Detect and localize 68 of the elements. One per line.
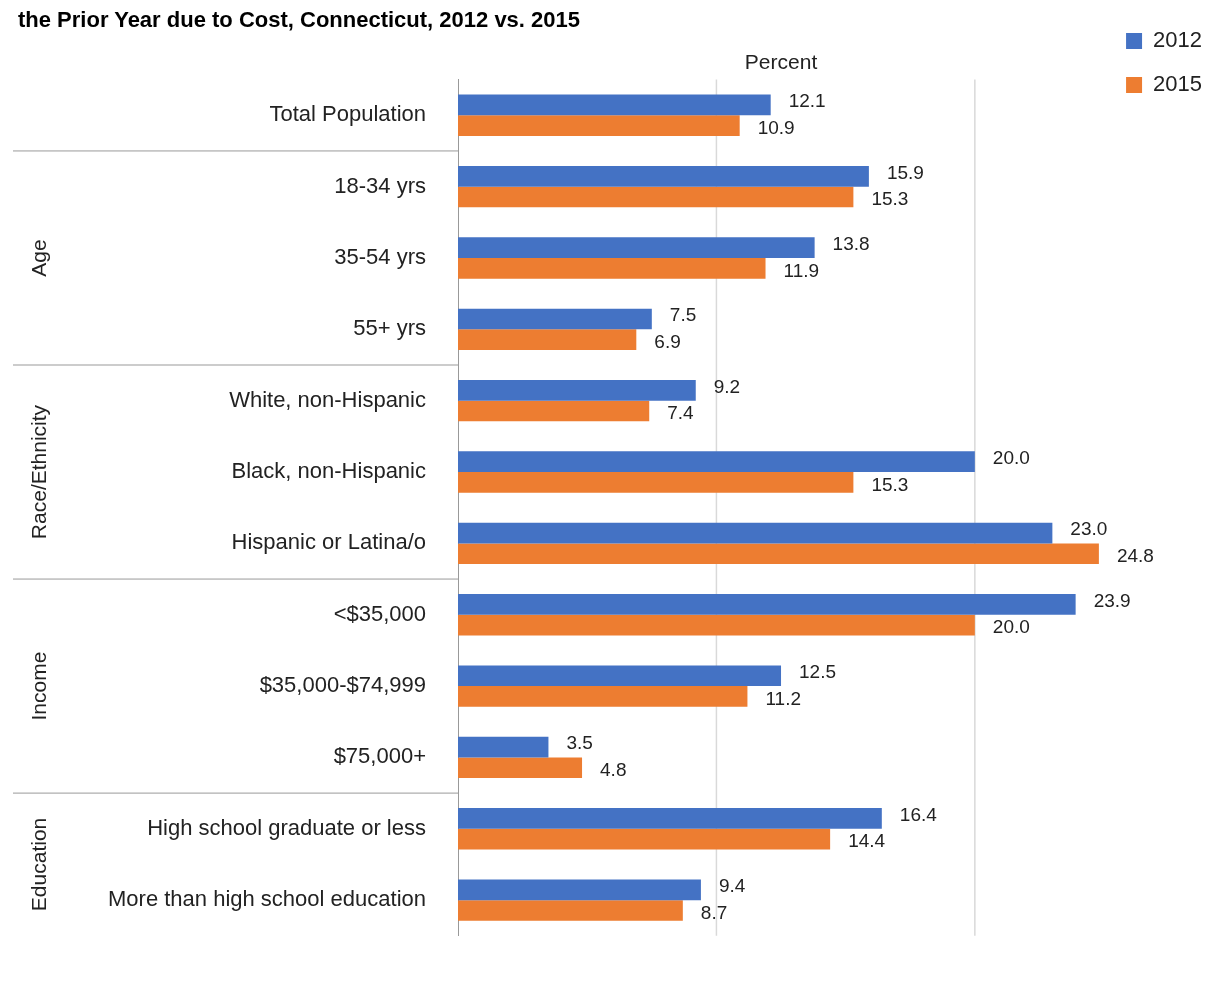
- bar: [458, 808, 882, 829]
- data-label: 24.8: [1116, 544, 1154, 566]
- data-label: 15.3: [871, 188, 909, 210]
- bar: [458, 686, 748, 707]
- text: Education: [26, 817, 50, 912]
- bar: [458, 736, 549, 758]
- data-label: 6.9: [654, 330, 681, 352]
- bar: [458, 900, 683, 921]
- bar: [458, 879, 701, 901]
- data-label: 14.4: [848, 830, 886, 852]
- bar: [458, 665, 782, 687]
- data-label: 23.9: [1093, 589, 1131, 611]
- bar: [458, 543, 1099, 565]
- bar: [458, 757, 583, 779]
- data-label: 7.4: [667, 402, 695, 424]
- data-label: 20.0: [992, 446, 1030, 468]
- bar: [458, 329, 637, 351]
- data-label: 3.5: [566, 732, 593, 754]
- text: Income: [26, 651, 50, 721]
- data-label: 8.7: [700, 901, 728, 923]
- legend-label: 2012: [1153, 27, 1203, 53]
- y-tick-label: $35,000-$74,999: [259, 672, 426, 698]
- data-label: 10.9: [757, 116, 795, 138]
- data-label: 9.4: [718, 875, 746, 897]
- y-tick-label: More than high school education: [108, 886, 426, 912]
- data-label: 11.9: [783, 259, 820, 281]
- data-label: 12.1: [788, 90, 826, 112]
- bar: [458, 115, 740, 136]
- bar: [458, 472, 854, 493]
- bar: [458, 237, 815, 258]
- bar: [458, 94, 771, 116]
- y-tick-label: Black, non-Hispanic: [231, 458, 426, 484]
- bar: [458, 828, 831, 850]
- text: Age: [26, 239, 50, 277]
- bar: [458, 614, 975, 636]
- bar: [458, 379, 696, 401]
- y-tick-label: $75,000+: [333, 743, 426, 769]
- bar: [458, 257, 766, 279]
- legend-label: 2015: [1153, 71, 1203, 97]
- data-label: 20.0: [992, 616, 1030, 638]
- data-label: 13.8: [832, 232, 870, 254]
- y-tick-label: <$35,000: [333, 600, 426, 626]
- data-label: 23.0: [1070, 518, 1108, 540]
- bar: [458, 594, 1076, 615]
- y-tick-label: 18-34 yrs: [334, 172, 426, 198]
- y-tick-label: High school graduate or less: [147, 814, 426, 840]
- data-label: 15.9: [886, 161, 924, 183]
- bar: [458, 186, 854, 208]
- y-tick-label: 35-54 yrs: [334, 244, 426, 270]
- data-label: 12.5: [799, 660, 837, 682]
- y-tick-label: Hispanic or Latina/o: [231, 529, 426, 555]
- data-label: 11.2: [765, 687, 802, 709]
- data-label: 15.3: [871, 473, 909, 495]
- bar: [458, 451, 975, 473]
- data-label: 16.4: [899, 803, 938, 825]
- x-axis-title: Percent: [744, 49, 818, 73]
- chart-title: the Prior Year due to Cost, Connecticut, 2012 vs. 2015: [18, 7, 581, 33]
- data-label: 9.2: [713, 375, 741, 397]
- y-tick-label: White, non-Hispanic: [229, 386, 426, 412]
- y-tick-label: Total Population: [269, 101, 426, 127]
- data-label: 4.8: [600, 759, 627, 781]
- data-label: 7.5: [669, 304, 697, 326]
- bar: [458, 165, 869, 187]
- bar: [458, 400, 650, 422]
- y-tick-label: 55+ yrs: [353, 315, 426, 341]
- text: Race/Ethnicity: [26, 404, 50, 540]
- bar: [458, 522, 1053, 544]
- bar: [458, 308, 652, 330]
